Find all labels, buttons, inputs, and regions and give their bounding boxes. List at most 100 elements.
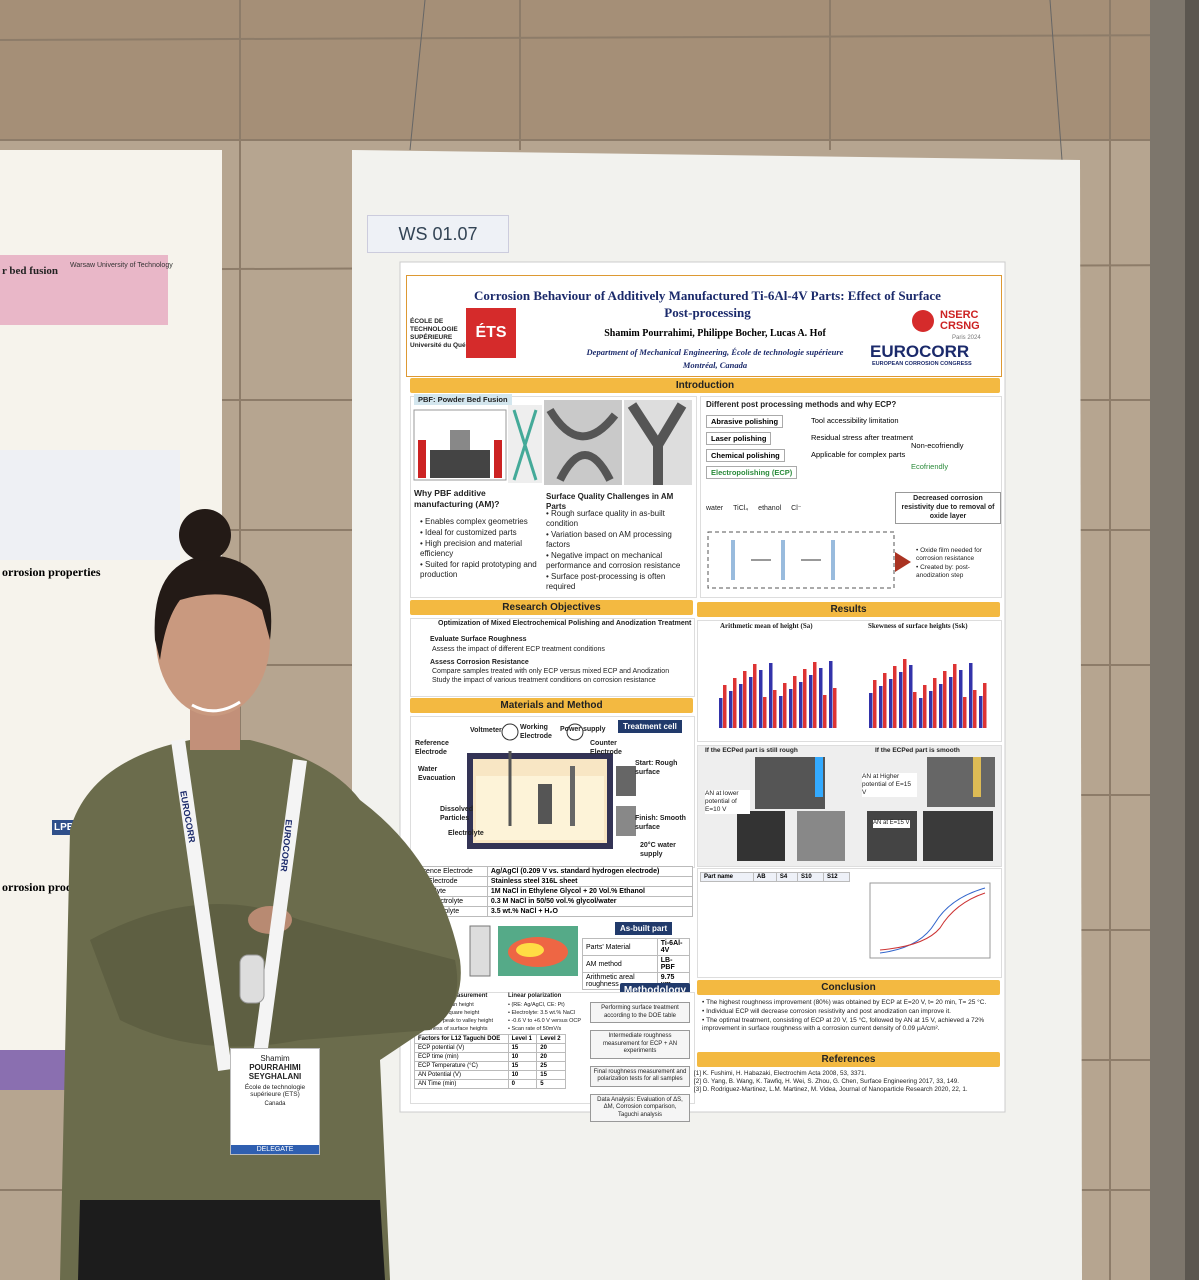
bar-image: [899, 672, 903, 728]
list-item: Electrolyte: 3.5 wt.% NaCl: [508, 1010, 588, 1017]
objective-item: Compare samples treated with only ECP ve…: [432, 668, 670, 676]
list-item: [1] K. Fushimi, H. Habazaki, Electrochim…: [694, 1070, 867, 1077]
cell-label: Working Electrode: [520, 724, 552, 740]
section-title: Conclusion: [697, 980, 1000, 995]
bar-image: [919, 698, 923, 728]
booth-label: WS 01.07: [367, 215, 509, 253]
bar-image: [789, 689, 793, 728]
an-label: AN at E=15 V: [873, 820, 910, 828]
badge-role: DELEGATE: [231, 1145, 319, 1154]
eurocorr-city: Paris 2024: [952, 335, 981, 341]
logo-line: CRSNG: [940, 320, 980, 332]
list-item: Created by: post-anodization step: [916, 564, 998, 580]
bar-image: [869, 693, 873, 728]
list-item: [3] D. Rodriguez-Martinez, L.M. Martinez…: [694, 1085, 968, 1093]
table-cell: 5: [536, 1079, 566, 1089]
ecp-title: Different post processing methods and wh…: [706, 400, 897, 409]
header-cell: S4: [775, 872, 798, 882]
bar-image: [939, 684, 943, 728]
bar-image: [963, 697, 967, 728]
bar-image: [729, 691, 733, 728]
legend: water TiCl₄ ethanol Cl⁻: [706, 505, 811, 514]
bar-image: [983, 683, 987, 728]
legend-item: Cl⁻: [791, 505, 802, 512]
logo-line: NSERC: [940, 309, 979, 321]
cell-label: Counter Electrode: [590, 740, 622, 756]
section-title: References: [697, 1052, 1000, 1067]
method-row: Laser polishing Residual stress after tre…: [706, 429, 996, 446]
bar-image: [943, 671, 947, 728]
bar-image: [889, 679, 893, 728]
pbf-images: [413, 400, 692, 485]
bar-image: [879, 686, 883, 728]
list-item: High precision and material efficiency: [420, 539, 540, 559]
cell-title: Treatment cell: [618, 720, 682, 733]
reference-list: [1] K. Fushimi, H. Habazaki, Electrochim…: [694, 1070, 999, 1094]
bar-image: [819, 668, 823, 728]
left-poster-title: r bed fusion: [2, 265, 59, 277]
authors: Shamim Pourrahimi, Philippe Bocher, Luca…: [604, 328, 826, 339]
method-name: Abrasive polishing: [706, 415, 784, 428]
bar-image: [929, 691, 933, 728]
cell-label: Reference Electrode: [415, 740, 449, 756]
city: Montréal, Canada: [682, 360, 748, 370]
objective-name: Assess Corrosion Resistance: [430, 658, 529, 666]
method-extra: Non-ecofriendly: [911, 441, 964, 450]
method-row: Abrasive polishing Tool accessibility lim…: [706, 412, 996, 429]
list-item: Surface post-processing is often require…: [546, 572, 691, 592]
eurocorr-logo: EUROCORR: [870, 342, 970, 361]
badge-country: Canada: [264, 1101, 286, 1107]
list-item: -0.6 V to +6.0 V versus OCP: [508, 1018, 588, 1025]
conclusion-list: The highest roughness improvement (80%) …: [702, 998, 997, 1035]
asbuilt-table: Parts' Material Ti-6Al-4V AM method LB-PBF A…: [582, 938, 691, 990]
objectives-box: [410, 618, 695, 697]
list-item: Individual ECP will decrease corrosion r…: [702, 1008, 997, 1016]
logo-line: ÉCOLE DE: [410, 318, 444, 325]
list-item: [2] G. Yang, B. Wang, K. Tawfiq, H. Wei,…: [694, 1077, 959, 1085]
cell-label: 20°C water supply: [640, 842, 676, 858]
cell-label: Finish: Smooth surface: [635, 815, 686, 831]
cell-label: Start: Rough surface: [635, 760, 678, 776]
bar-image: [813, 662, 817, 728]
table-cell: LB-PBF: [656, 955, 691, 973]
bar-image: [973, 690, 977, 728]
list-item: Ideal for customized parts: [420, 528, 540, 538]
table-cell: 3.5 wt.% NaCl + H₂O: [486, 906, 694, 917]
cell-diagram: [467, 723, 636, 849]
method-name: Electropolishing (ECP): [706, 466, 798, 479]
list-item: Maximum peak to valley height: [414, 1018, 504, 1025]
bar-image: [739, 684, 743, 728]
bar-image: [823, 695, 827, 728]
table-cell: AN Time (min): [414, 1079, 509, 1089]
objective-item: Assess the impact of different ECP treat…: [432, 645, 605, 653]
bar-image: [743, 671, 747, 728]
quality-list: Rough surface quality in as-built condit…: [546, 508, 691, 593]
intro-right: [700, 396, 1002, 598]
bar-image: [873, 680, 877, 728]
cell-label: Water Evacuation: [418, 766, 456, 782]
nserc-text: NSERC CRSNG: [940, 310, 980, 332]
polarization-params: (RE: Ag/AgCl, CE: Pt)Electrolyte: 3.5 wt…: [508, 1001, 588, 1034]
list-item: Scan rate of 50mV/s: [508, 1026, 588, 1033]
logo-line: Université du Québec: [410, 342, 477, 350]
list-item: The optimal treatment, consisting of ECP…: [702, 1017, 997, 1033]
bar-image: [773, 690, 777, 728]
badge: Shamim POURRAHIMI SEYGHALANI École de te…: [230, 1048, 320, 1155]
bar-image: [753, 664, 757, 728]
cell-label: Voltmeter: [470, 727, 502, 734]
section-title: Results: [697, 602, 1000, 617]
badge-org: École de technologie supérieure (ETS): [244, 1084, 306, 1098]
pbf-label: PBF: Powder Bed Fusion: [414, 394, 512, 406]
bar-image: [749, 677, 753, 728]
table-header: Part name AB S4 S10 S12: [700, 872, 851, 882]
step: Data Analysis: Evaluation of ΔS, ΔM, Cor…: [590, 1093, 690, 1122]
affiliation: Department of Mechanical Engineering, Éc…: [586, 347, 844, 357]
bar-image: [969, 663, 973, 728]
asbuilt-title: As-built part: [615, 922, 673, 935]
materials-table: eference Electrode Ag/AgCl (0.209 V vs. s…: [410, 866, 694, 917]
bar-image: [733, 678, 737, 728]
bar-image: [923, 685, 927, 728]
table-cell: Ti-6Al-4V: [656, 938, 691, 956]
left-poster-section: orrosion prod: [2, 880, 73, 894]
bar-image: [979, 696, 983, 728]
